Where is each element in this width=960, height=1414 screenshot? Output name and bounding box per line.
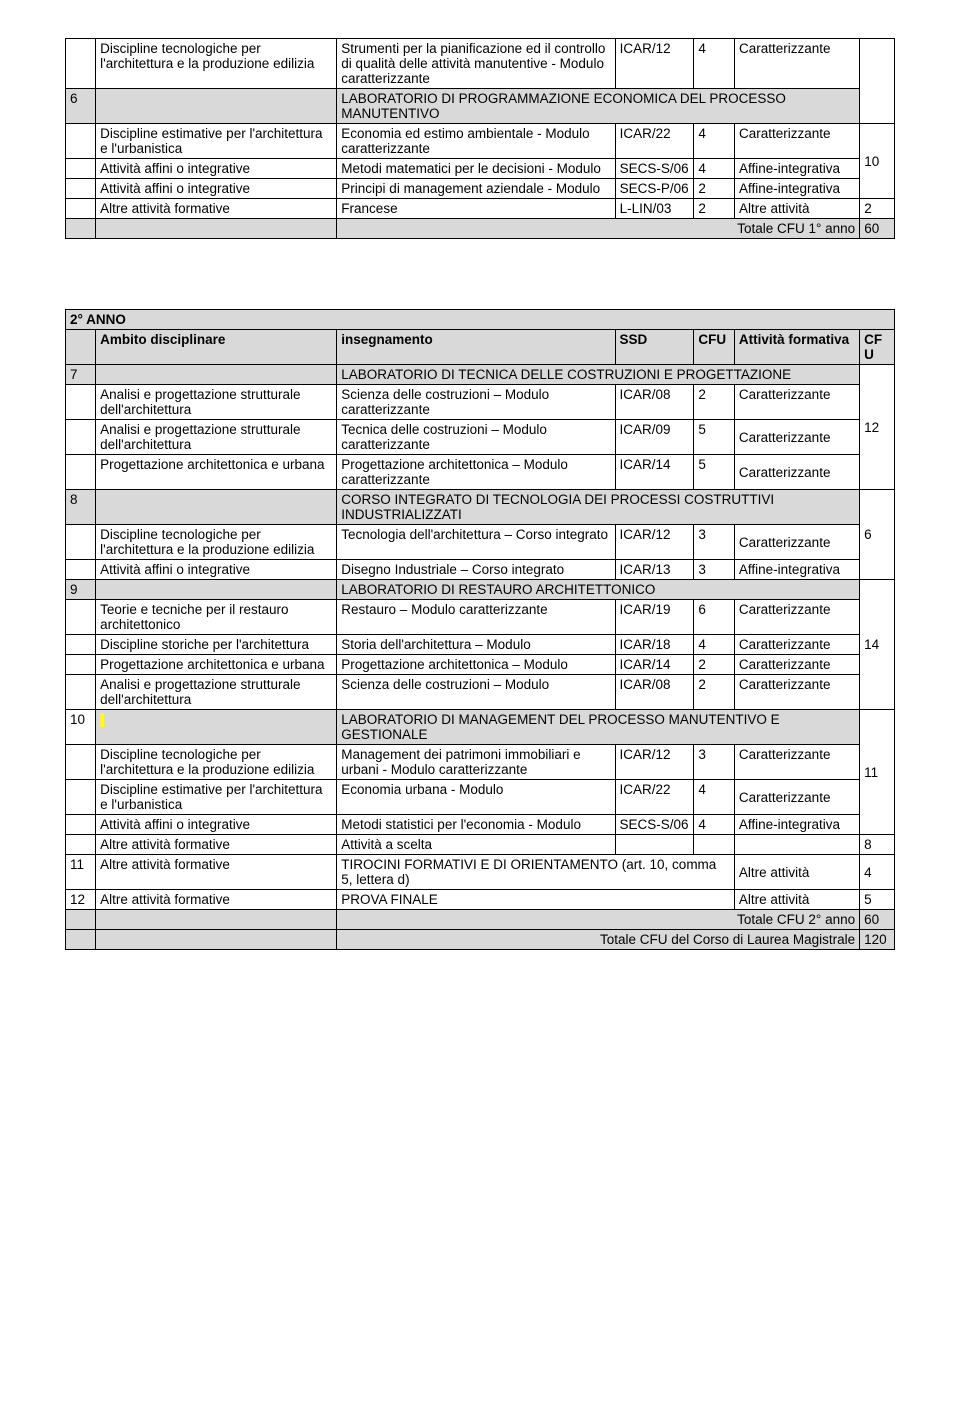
table-row-lab: 9 LABORATORIO DI RESTAURO ARCHITETTONICO… xyxy=(66,580,895,600)
table-row-lab: 7 LABORATORIO DI TECNICA DELLE COSTRUZIO… xyxy=(66,365,895,385)
table-row: Analisi e progettazione strutturale dell… xyxy=(66,675,895,710)
cell-cfu: 4 xyxy=(694,39,735,89)
table-row: Altre attività formative Francese L-LIN/… xyxy=(66,199,895,219)
cell-ambito: Discipline tecnologiche per l'architettu… xyxy=(96,39,337,89)
cell-ssd: ICAR/12 xyxy=(615,39,694,89)
table-title-row: 2° ANNO xyxy=(66,310,895,330)
table-row: Attività affini o integrativeDisegno Ind… xyxy=(66,560,895,580)
table-row: Progettazione architettonica e urbanaPro… xyxy=(66,655,895,675)
table-row: Discipline tecnologiche per l'architettu… xyxy=(66,745,895,780)
table-row-lab: 6 LABORATORIO DI PROGRAMMAZIONE ECONOMIC… xyxy=(66,89,895,124)
table-row-total: Totale CFU 2° anno60 xyxy=(66,910,895,930)
table-row: Analisi e progettazione strutturale dell… xyxy=(66,385,895,420)
table-row: 12Altre attività formativePROVA FINALEAl… xyxy=(66,890,895,910)
table-row: 11Altre attività formativeTIROCINI FORMA… xyxy=(66,855,895,890)
table-row-total: Totale CFU 1° anno 60 xyxy=(66,219,895,239)
cell-num: 6 xyxy=(66,89,96,124)
table-row-lab: 10 LABORATORIO DI MANAGEMENT DEL PROCESS… xyxy=(66,710,895,745)
table-row: Altre attività formativeAttività a scelt… xyxy=(66,835,895,855)
table-year1-continuation: Discipline tecnologiche per l'architettu… xyxy=(65,38,895,239)
highlight-bar xyxy=(100,713,104,727)
table-row: Progettazione architettonica e urbanaPro… xyxy=(66,455,895,490)
table-row-lab: 8 CORSO INTEGRATO DI TECNOLOGIA DEI PROC… xyxy=(66,490,895,525)
table-row: Discipline estimative per l'architettura… xyxy=(66,780,895,815)
table-row: Discipline tecnologiche per l'architettu… xyxy=(66,39,895,89)
table-row: Attività affini o integrative Principi d… xyxy=(66,179,895,199)
cell-attivita: Caratterizzante xyxy=(734,39,859,89)
cell-lab-title: LABORATORIO DI PROGRAMMAZIONE ECONOMICA … xyxy=(337,89,860,124)
table-row: Attività affini o integrativeMetodi stat… xyxy=(66,815,895,835)
table-header-row: Ambito disciplinare insegnamento SSD CFU… xyxy=(66,330,895,365)
table-row-grand-total: Totale CFU del Corso di Laurea Magistral… xyxy=(66,930,895,950)
table-row: Analisi e progettazione strutturale dell… xyxy=(66,420,895,455)
cell-insegnamento: Strumenti per la pianificazione ed il co… xyxy=(337,39,615,89)
table-row: Discipline storiche per l'architetturaSt… xyxy=(66,635,895,655)
table-row: Attività affini o integrative Metodi mat… xyxy=(66,159,895,179)
table-row: Teorie e tecniche per il restauro archit… xyxy=(66,600,895,635)
table-row: Discipline estimative per l'architettura… xyxy=(66,124,895,159)
table-year2: 2° ANNO Ambito disciplinare insegnamento… xyxy=(65,309,895,950)
table-row: Discipline tecnologiche per l'architettu… xyxy=(66,525,895,560)
